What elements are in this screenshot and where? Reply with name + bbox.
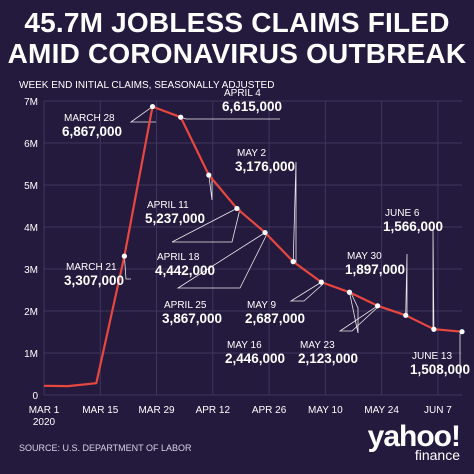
annotation-leader (176, 232, 268, 289)
annotation-value-label: 2,687,000 (245, 311, 305, 326)
annotation-date-label: MAY 23 (300, 340, 335, 351)
data-point (374, 303, 381, 309)
annotation-value-label: 3,867,000 (162, 311, 222, 326)
annotation-value-label: 1,897,000 (345, 262, 405, 277)
annotation-leader (208, 174, 213, 201)
x-tick-label: MAR 1 (29, 405, 60, 416)
annotation-date-label: APRIL 18 (157, 252, 200, 263)
annotation-date-label: APRIL 25 (164, 300, 207, 311)
annotation-leader (405, 253, 408, 316)
data-point (318, 279, 324, 285)
annotation-date-label: JUNE 6 (385, 208, 420, 219)
data-points (121, 103, 465, 335)
data-point (290, 259, 296, 265)
data-point (149, 103, 156, 110)
data-point (121, 253, 127, 259)
yahoo-finance-logo: yahoo! finance (367, 420, 461, 463)
x-tick-label: MAR 29 (138, 405, 175, 416)
data-point (346, 289, 353, 295)
annotation-value-label: 1,566,000 (383, 219, 443, 234)
chart-title-line-1: 45.7M JOBLESS CLAIMS FILED (24, 7, 450, 38)
x-tick-label: MAR 15 (82, 405, 119, 416)
logo-wordmark: yahoo! (367, 420, 461, 453)
annotation-date-label: APRIL 11 (147, 200, 189, 211)
annotation-date-label: MARCH 28 (64, 113, 115, 124)
annotation-leader (180, 116, 280, 120)
annotation-leader (289, 281, 324, 302)
y-tick-label: 2M (24, 307, 38, 318)
data-point (262, 229, 268, 236)
data-point (178, 114, 184, 120)
x-tick-label: APR 26 (252, 405, 287, 416)
annotation-value-label: 2,123,000 (298, 351, 358, 366)
annotation-value-label: 6,615,000 (222, 99, 282, 114)
annotation-date-label: JUNE 13 (412, 351, 452, 362)
y-tick-label: 4M (24, 223, 38, 234)
annotation-value-label: 4,442,000 (155, 263, 215, 278)
annotation-value-label: 3,176,000 (235, 159, 295, 174)
annotation-value-label: 5,237,000 (145, 211, 205, 226)
chart-subtitle: WEEK END INITIAL CLAIMS, SEASONALLY ADJU… (19, 80, 275, 91)
x-tick-label: MAY 24 (364, 405, 399, 416)
grid-lines (43, 100, 462, 396)
annotation-date-label: MAY 9 (247, 300, 277, 311)
y-tick-label: 7M (24, 97, 38, 108)
y-tick-label: 5M (24, 181, 38, 192)
annotation-date-label: MAY 16 (227, 340, 262, 351)
annotation-leader (338, 305, 380, 332)
x-tick-label: APR 12 (196, 405, 231, 416)
annotation-value-label: 1,508,000 (410, 362, 470, 377)
annotation-date-label: APRIL 4 (224, 88, 261, 99)
data-point (459, 329, 465, 335)
annotation-leader (171, 208, 241, 243)
annotation-leader (124, 256, 131, 280)
y-tick-label: 0 (32, 391, 38, 402)
annotation-value-label: 2,446,000 (225, 351, 285, 366)
annotation-date-label: MAY 30 (347, 251, 382, 262)
logo-subtext: finance (414, 447, 460, 463)
annotation-leader (292, 161, 297, 263)
y-tick-label: 3M (24, 265, 38, 276)
data-point (431, 326, 437, 332)
chart-title-line-2: AMID CORONAVIRUS OUTBREAK (7, 38, 467, 69)
annotation-labels: MARCH 213,307,000 MARCH 286,867,000 APRIL … (62, 88, 470, 377)
annotation-value-label: 3,307,000 (64, 273, 124, 288)
y-tick-label: 1M (24, 349, 38, 360)
x-tick-sublabel: 2020 (33, 417, 56, 428)
annotation-leaders (124, 106, 463, 378)
x-tick-label: JUN 7 (424, 405, 452, 416)
y-tick-label: 6M (24, 139, 38, 150)
data-point (234, 205, 240, 212)
annotation-leader (349, 292, 359, 334)
annotation-date-label: MARCH 21 (66, 262, 117, 273)
annotation-value-label: 6,867,000 (62, 124, 122, 139)
annotation-leader (129, 106, 156, 123)
series-line-layer (43, 105, 463, 388)
source-note: SOURCE: U.S. DEPARTMENT OF LABOR (19, 443, 192, 453)
series-line (43, 105, 463, 388)
annotation-date-label: MAY 2 (237, 148, 267, 159)
data-point (403, 312, 409, 318)
annotation-leader (432, 229, 435, 330)
x-tick-label: MAY 10 (308, 405, 343, 416)
y-axis-ticks: 0 1M 2M 3M 4M 5M 6M 7M (24, 97, 38, 402)
data-point (206, 172, 212, 178)
